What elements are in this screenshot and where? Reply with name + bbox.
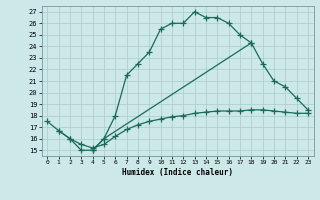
X-axis label: Humidex (Indice chaleur): Humidex (Indice chaleur) [122,168,233,177]
